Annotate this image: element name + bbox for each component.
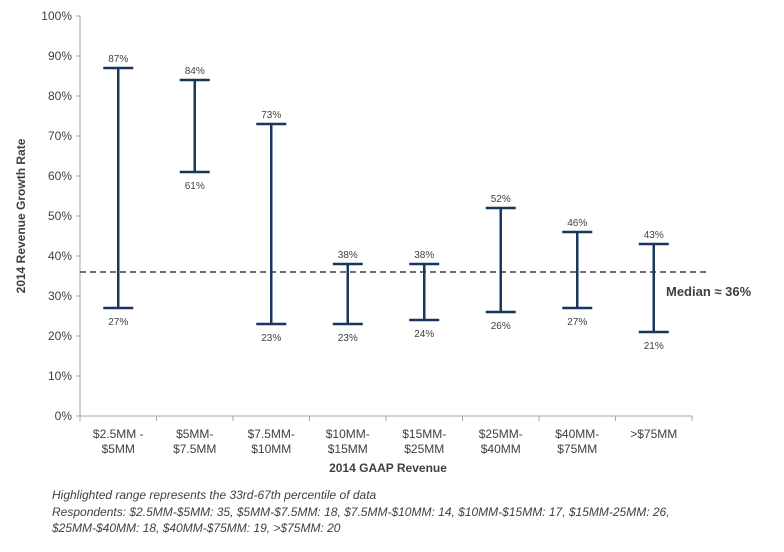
y-tick-label: 80% — [48, 89, 72, 103]
high-data-label: 52% — [491, 194, 511, 205]
y-tick-label: 90% — [48, 49, 72, 63]
x-axis-title: 2014 GAAP Revenue — [329, 461, 447, 475]
x-tick-label: $15MM-$25MM — [402, 427, 446, 456]
high-data-label: 43% — [644, 230, 664, 241]
median-label: Median ≈ 36% — [666, 284, 752, 299]
footnote-respondents-1: Respondents: $2.5MM-$5MM: 35, $5MM-$7.5M… — [52, 505, 670, 519]
x-tick-label: $5MM-$7.5MM — [173, 427, 216, 456]
low-data-label: 26% — [491, 321, 511, 332]
y-axis-title: 2014 Revenue Growth Rate — [14, 138, 28, 293]
range-chart: 0% 10% 20% 30% 40% 50% 60% 70% 80% 90% 100% $2.5MM… — [14, 9, 752, 475]
y-tick-label: 100% — [41, 9, 72, 23]
high-data-label: 46% — [567, 218, 587, 229]
footnote-percentile: Highlighted range represents the 33rd-67… — [52, 488, 377, 502]
y-tick-label: 30% — [48, 289, 72, 303]
low-data-label: 23% — [261, 333, 281, 344]
x-tick-label: $7.5MM-$10MM — [248, 427, 295, 456]
low-data-label: 24% — [414, 329, 434, 340]
y-tick-label: 10% — [48, 369, 72, 383]
x-axis-ticks: $2.5MM -$5MM $5MM-$7.5MM $7.5MM-$10MM $10MM… — [79, 416, 693, 456]
low-data-label: 21% — [644, 341, 664, 352]
high-data-label: 38% — [338, 250, 358, 261]
low-data-label: 27% — [108, 317, 128, 328]
x-tick-label: $2.5MM -$5MM — [93, 427, 144, 456]
y-tick-label: 70% — [48, 129, 72, 143]
y-axis-ticks: 0% 10% 20% 30% 40% 50% 60% 70% 80% 90% 100% — [41, 9, 80, 423]
y-tick-label: 40% — [48, 249, 72, 263]
x-tick-label: >$75MM — [630, 427, 677, 441]
high-data-label: 38% — [414, 250, 434, 261]
x-tick-label: $25MM-$40MM — [479, 427, 523, 456]
high-data-label: 73% — [261, 110, 281, 121]
low-data-label: 23% — [338, 333, 358, 344]
x-tick-label: $40MM-$75MM — [555, 427, 599, 456]
footnote-respondents-2: $25MM-$40MM: 18, $40MM-$75MM: 19, >$75MM… — [52, 521, 341, 535]
high-data-label: 87% — [108, 54, 128, 65]
high-data-label: 84% — [185, 66, 205, 77]
x-tick-label: $10MM-$15MM — [326, 427, 370, 456]
y-tick-label: 60% — [48, 169, 72, 183]
y-tick-label: 50% — [48, 209, 72, 223]
low-data-label: 61% — [185, 181, 205, 192]
range-series: 87% 27% 84% 61% 73% 23% 38% 23% 38% 24% 52% 26% 46% 2… — [103, 54, 669, 352]
y-tick-label: 20% — [48, 329, 72, 343]
y-tick-label: 0% — [55, 409, 73, 423]
low-data-label: 27% — [567, 317, 587, 328]
